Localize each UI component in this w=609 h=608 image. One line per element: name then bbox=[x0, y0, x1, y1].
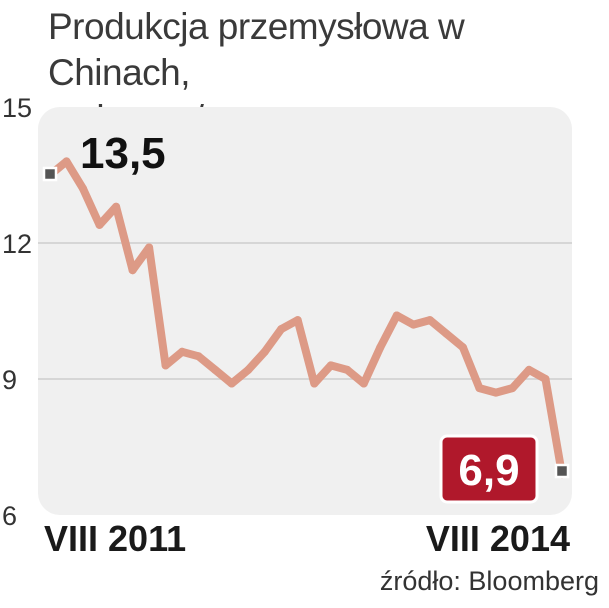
data-point bbox=[508, 384, 517, 393]
data-point bbox=[112, 202, 121, 211]
data-point bbox=[95, 220, 104, 229]
data-point bbox=[409, 320, 418, 329]
y-tick-label: 6 bbox=[2, 501, 17, 531]
end-value-badge bbox=[439, 434, 539, 504]
data-point bbox=[128, 266, 137, 275]
data-point bbox=[458, 343, 467, 352]
data-point bbox=[293, 316, 302, 325]
y-axis-ticks: 6 9 12 15 bbox=[2, 93, 32, 531]
data-point bbox=[211, 365, 220, 374]
y-tick-label: 12 bbox=[2, 229, 32, 259]
x-tick-start: VIII 2011 bbox=[44, 518, 186, 559]
start-value-label: 13,5 bbox=[80, 129, 166, 178]
data-point bbox=[277, 325, 286, 334]
data-point bbox=[475, 384, 484, 393]
data-point bbox=[79, 184, 87, 193]
title-line: Produkcja przemysłowa w Chinach, bbox=[48, 6, 465, 93]
data-point bbox=[145, 243, 154, 252]
data-point bbox=[62, 157, 71, 166]
start-marker bbox=[42, 166, 58, 182]
y-tick-label: 9 bbox=[2, 365, 17, 395]
data-point bbox=[178, 347, 187, 356]
data-point bbox=[244, 365, 253, 374]
end-value-label: 6,9 bbox=[458, 446, 519, 495]
data-point bbox=[227, 379, 236, 388]
data-point bbox=[491, 388, 500, 397]
data-point bbox=[541, 375, 550, 383]
data-point bbox=[525, 365, 533, 374]
data-point bbox=[425, 316, 434, 325]
source-note: źródło: Bloomberg bbox=[379, 566, 599, 596]
data-point bbox=[194, 352, 203, 361]
data-point bbox=[260, 347, 269, 356]
series-line bbox=[46, 157, 566, 479]
data-point bbox=[310, 379, 319, 388]
end-marker bbox=[554, 463, 570, 479]
x-tick-end: VIII 2014 bbox=[426, 518, 570, 559]
data-point bbox=[359, 379, 368, 388]
data-point bbox=[343, 365, 352, 374]
data-point bbox=[392, 311, 401, 320]
data-point bbox=[161, 361, 170, 370]
data-point bbox=[442, 329, 451, 338]
y-tick-label: 15 bbox=[2, 93, 32, 123]
data-point bbox=[376, 343, 385, 352]
data-point bbox=[326, 361, 335, 370]
plot-background bbox=[38, 107, 572, 515]
